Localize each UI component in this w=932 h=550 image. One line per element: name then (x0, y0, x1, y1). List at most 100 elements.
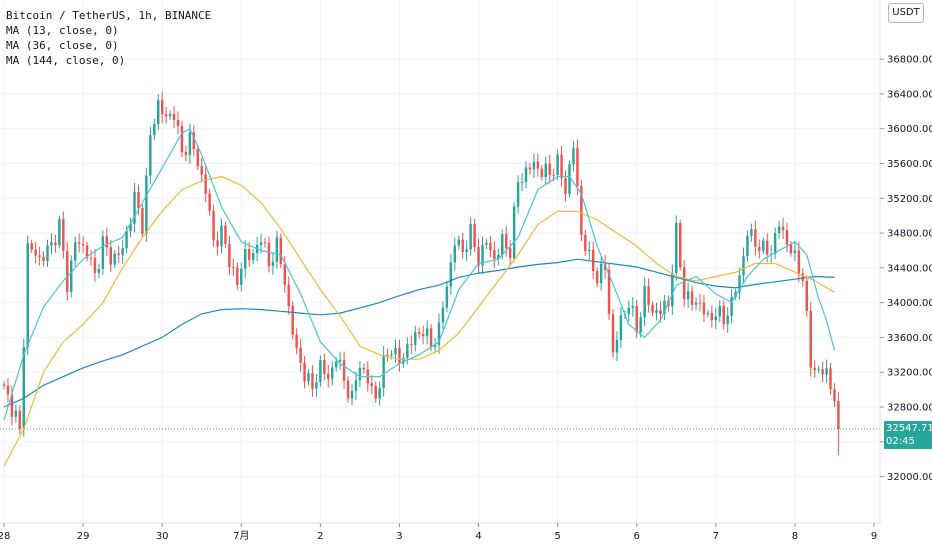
candle-body (164, 114, 168, 117)
candle-body (184, 151, 188, 155)
price-tick-label: 36400.00 (887, 89, 932, 100)
candle-body (2, 384, 6, 386)
candle-body (153, 124, 156, 136)
candle-body (66, 250, 69, 292)
candle-body (6, 385, 10, 395)
candle-body (303, 362, 306, 382)
candle-body (26, 243, 29, 348)
ma36-legend[interactable]: MA (36, close, 0) (6, 39, 119, 52)
candle-body (552, 174, 555, 176)
candle-body (742, 256, 745, 276)
candle-body (378, 388, 381, 399)
candle-body (599, 263, 603, 284)
symbol-title[interactable]: Bitcoin / TetherUS, 1h, BINANCE (6, 9, 212, 22)
candle-body (73, 242, 77, 261)
candle-body (501, 234, 504, 255)
candle-body (730, 296, 733, 316)
candle-body (224, 225, 227, 244)
candle-body (663, 300, 666, 315)
candle-body (540, 168, 544, 177)
candle-body (532, 161, 536, 170)
candle-body (520, 181, 524, 183)
candle-body (516, 182, 520, 207)
candle-body (619, 315, 623, 340)
candle-body (469, 223, 472, 250)
candle-body (643, 286, 646, 318)
candle-body (338, 359, 342, 362)
candle-body (350, 390, 354, 399)
candle-body (485, 242, 488, 245)
candle-body (801, 273, 805, 281)
ma13-line (3, 127, 836, 421)
price-tick-label: 33600.00 (887, 333, 932, 344)
candle-body (710, 312, 714, 321)
candle-body (497, 254, 500, 260)
candle-body (706, 312, 710, 315)
candle-body (829, 368, 832, 390)
candle-body (524, 167, 528, 182)
candle-body (762, 240, 765, 251)
candle-body (137, 191, 140, 209)
candle-body (576, 148, 579, 187)
candle-body (580, 186, 583, 235)
candle-body (176, 119, 180, 127)
time-tick-label: 6 (634, 531, 640, 542)
price-tick-label: 34000.00 (887, 298, 932, 309)
candle-body (572, 148, 575, 165)
candle-body (279, 237, 283, 265)
candle-body (493, 250, 496, 260)
candle-body (406, 344, 409, 358)
candle-body (196, 149, 199, 167)
time-axis: 28 29 30 7月 2 3 4 5 6 7 8 9 (0, 522, 880, 542)
candle-body (38, 255, 41, 257)
candle-body (473, 223, 476, 248)
candle-body (10, 394, 14, 417)
candle-body (568, 164, 571, 194)
candle-body (327, 373, 330, 379)
candle-body (544, 163, 547, 177)
candle-body (228, 243, 231, 268)
candle-body (627, 307, 631, 315)
candle-body (299, 347, 302, 363)
candle-body (342, 359, 346, 381)
candle-body (319, 359, 322, 383)
candle-body (315, 382, 318, 389)
candle-body (433, 344, 437, 347)
ma144-legend[interactable]: MA (144, close, 0) (6, 54, 126, 67)
candle-body (758, 246, 761, 251)
price-tick-label: 32800.00 (887, 403, 932, 414)
candle-body (216, 240, 219, 247)
candle-body (46, 245, 49, 262)
candle-body (809, 310, 812, 368)
time-tick-label: 4 (475, 531, 481, 542)
candle-body (714, 316, 718, 321)
candle-body (635, 305, 638, 333)
candle-body (690, 291, 694, 305)
ma13-legend[interactable]: MA (13, close, 0) (6, 24, 119, 37)
candle-body (722, 305, 725, 325)
currency-button[interactable]: USDT (888, 3, 924, 23)
candle-body (414, 332, 417, 345)
candle-body (358, 367, 362, 381)
candle-body (283, 264, 286, 285)
candle-body (34, 249, 37, 256)
candle-body (671, 273, 674, 307)
candle-body (129, 223, 132, 232)
candle-body (607, 269, 611, 315)
candle-body (244, 249, 247, 269)
candle-body (734, 291, 737, 297)
candle-body (694, 302, 698, 305)
candle-body (208, 193, 211, 211)
candle-body (817, 369, 820, 371)
candle-body (390, 354, 393, 356)
candle-body (263, 242, 267, 244)
candle-body (70, 260, 73, 292)
last-price-value: 32547.71 (886, 422, 932, 434)
candle-body (93, 257, 97, 273)
candle-body (58, 219, 61, 246)
time-tick-label: 9 (871, 531, 877, 542)
candle-body (837, 401, 840, 429)
candle-body (125, 231, 128, 249)
time-tick-label: 8 (792, 531, 798, 542)
